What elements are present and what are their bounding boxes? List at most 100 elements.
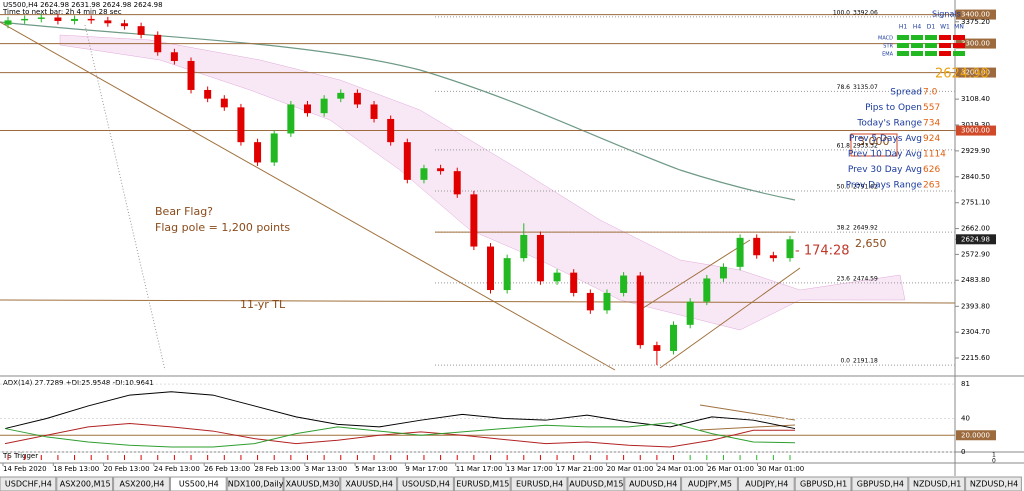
tab[interactable] [453,476,511,491]
candle-body [736,237,744,267]
tab-label[interactable]: NDX100,Daily [228,480,284,489]
y-tick-label: 3400.00 [961,11,990,19]
tick-box [956,430,996,441]
info-label: Prev Days Range [846,181,923,191]
tab[interactable] [794,476,852,491]
y-tick-label: 2483.80 [961,276,990,284]
tab[interactable] [340,476,398,491]
tab-label[interactable]: AUDJPY,M5 [688,480,732,489]
candle-body [237,107,245,143]
candle-body [520,234,528,259]
tab-label[interactable]: USOUSD,H4 [402,480,450,489]
candle-body [87,18,95,21]
tab-label[interactable]: EURUSD,H4 [516,480,563,489]
candle-body [487,246,495,291]
annotation: Bear Flag? [155,205,213,218]
candle-body [769,255,777,259]
tab-label[interactable]: EURUSD,M15 [456,480,509,489]
y-tick-label: 2624.98 [961,235,990,243]
candle-body [320,98,328,114]
x-tick-label: 20 Feb 13:00 [104,465,150,473]
y-tick-label: 2751.10 [961,199,990,207]
timeframe: D1 [927,24,936,31]
tab[interactable] [681,476,738,491]
tab[interactable] [56,476,114,491]
x-tick-label: 26 Mar 01:00 [707,465,754,473]
tab[interactable] [908,476,966,491]
signal-cell [925,51,937,56]
tab[interactable] [965,476,1022,491]
annotation: - 174:28 [795,244,850,259]
candle-body [204,89,212,99]
fib-level: 23.6 [837,275,851,282]
tab[interactable] [113,476,170,491]
candle-body [254,142,262,163]
fib-price: 2933.32 [853,142,878,149]
tab[interactable] [397,476,454,491]
candle-body [670,324,678,351]
tab-label[interactable]: USDCHF,H4 [5,480,52,489]
tab-label[interactable]: ASX200,M15 [60,480,111,489]
y-tick-label: 3300.00 [961,40,990,48]
signal-cell [925,43,937,48]
tab-label[interactable]: XAUUSD,H4 [345,480,393,489]
candle-body [170,52,178,61]
candle-body [403,142,411,180]
signal-cell [911,43,923,48]
y-tick-label: 1 [992,452,996,459]
info-value: 924 [923,134,940,144]
indicator-title: ADX(14) 27.7289 +DI:25.9548 -DI:10.9641 [3,379,154,387]
signal-cell [953,51,965,56]
candle-body [337,92,345,99]
y-tick-label: 0 [961,448,965,456]
candle-body [570,272,578,293]
info-value: 557 [923,103,940,113]
candle-body [786,239,794,259]
indicator-line [4,422,796,448]
tab-label[interactable]: AUDUSD,H4 [629,480,677,489]
x-tick-label: 9 Mar 17:00 [405,465,447,473]
tab-label[interactable]: GBPUSD,H4 [857,480,904,489]
tab-label[interactable]: AUDUSD,M15 [569,480,623,489]
tab[interactable] [169,476,227,491]
timeframe: H4 [913,24,922,31]
tab-label[interactable]: NZDUSD,H4 [970,480,1018,489]
flag-channel [639,239,751,311]
tab[interactable] [567,476,625,491]
info-label: Today's Range [856,119,922,129]
candle-body [353,92,361,105]
fib-price: 2191.18 [853,358,878,365]
trendline-11yr [0,299,956,304]
tab[interactable] [283,476,341,491]
signal-cell [939,51,951,56]
info-label: Prev 30 Day Avg [848,165,922,175]
x-tick-label: 17 Mar 21:00 [556,465,603,473]
candle-body [719,266,727,279]
tab[interactable] [851,476,909,491]
fib-price: 3392.06 [853,9,878,16]
tab-label[interactable]: GBPUSD,H1 [800,480,847,489]
signal-cell [897,35,909,40]
tab[interactable] [624,476,682,491]
tab[interactable] [510,476,568,491]
tick-box [956,9,996,20]
tab-label[interactable]: XAUUSD,M30 [286,480,340,489]
x-tick-label: 28 Feb 13:00 [255,465,301,473]
tab[interactable] [0,476,57,491]
x-tick-label: 24 Feb 13:00 [154,465,200,473]
indicator-name: STR [883,44,893,50]
tab[interactable] [737,476,795,491]
x-tick-label: 20 Mar 01:00 [607,465,654,473]
y-tick-label: 2662.00 [961,225,990,233]
signal-cell [953,35,965,40]
candle-body [753,237,761,256]
tab-label[interactable]: ASX200,H4 [120,480,165,489]
candle-body [370,104,378,119]
x-tick-label: 13 Mar 17:00 [506,465,553,473]
tab-label[interactable]: AUDJPY,H4 [745,480,788,489]
signals-title: Signals [932,10,961,19]
tab-label[interactable]: NZDUSD,H1 [913,480,961,489]
tab-label[interactable]: US500,H4 [179,480,219,489]
tab[interactable] [226,476,284,491]
last-price: 2624.98 [935,67,989,82]
